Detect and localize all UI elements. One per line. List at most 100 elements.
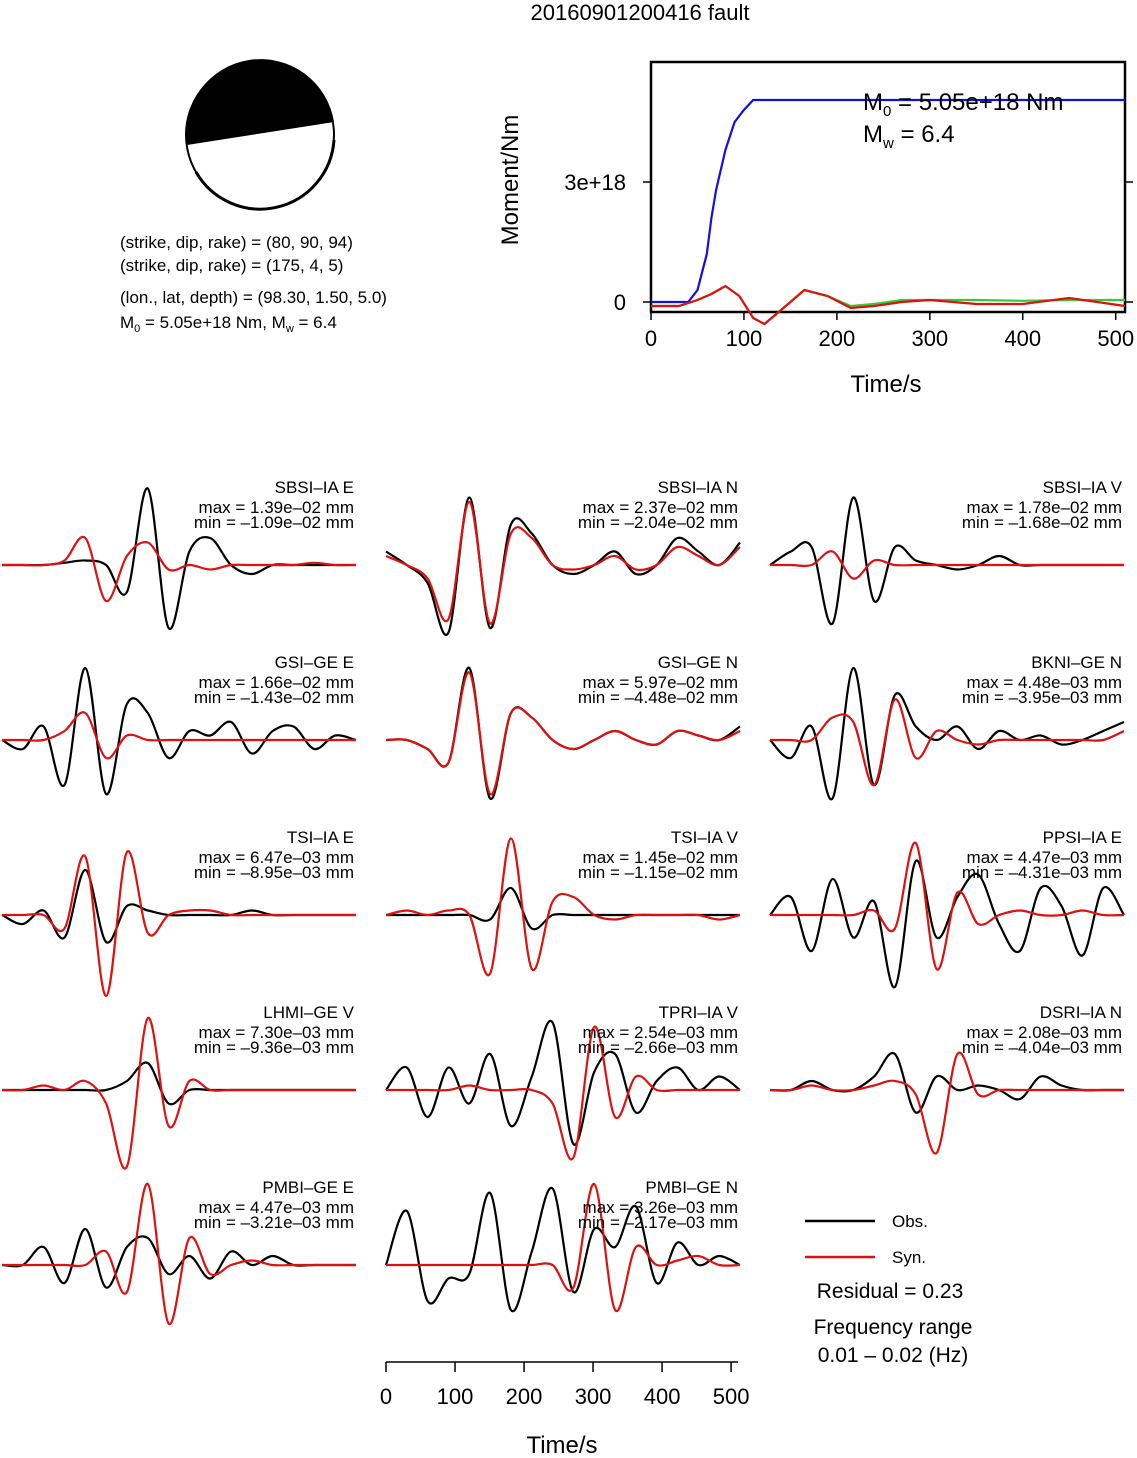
- station-max: max = 7.30e–03 mm: [199, 1023, 354, 1042]
- waveform-obs-trace: [384, 1186, 741, 1313]
- bottom-x-tick-label: 200: [506, 1384, 543, 1409]
- station-max: max = 5.97e–02 mm: [583, 673, 738, 692]
- station-name: TSI–IA E: [287, 828, 354, 847]
- legend-obs-label: Obs.: [892, 1212, 928, 1231]
- residual-text: Residual = 0.23: [817, 1280, 964, 1303]
- station-min: min = –9.36e–03 mm: [194, 1038, 354, 1057]
- station-max: max = 2.37e–02 mm: [583, 498, 738, 517]
- waveform-syn-trace: [769, 1051, 1124, 1155]
- station-max: max = 4.47e–03 mm: [967, 848, 1122, 867]
- legend: Obs. Syn. Residual = 0.23 Frequency rang…: [805, 1212, 972, 1367]
- waveform-syn-trace: [769, 698, 1125, 787]
- station-min: min = –8.95e–03 mm: [194, 863, 354, 882]
- waveform-syn-trace: [385, 1025, 740, 1161]
- waveform-obs-trace: [769, 666, 1125, 801]
- bottom-x-tick-label: 0: [380, 1384, 392, 1409]
- moment-y-axis: 0 3e+18: [564, 170, 1133, 315]
- moment-x-tick-label: 200: [819, 326, 856, 351]
- station-min: min = –3.95e–03 mm: [962, 688, 1122, 707]
- moment-x-tick-label: 300: [911, 326, 948, 351]
- bottom-x-tick-label: 500: [713, 1384, 750, 1409]
- waveform-syn-trace: [1, 1016, 356, 1170]
- waveform-syn-trace: [1, 535, 357, 603]
- station-max: max = 1.39e–02 mm: [199, 498, 354, 517]
- waveform-syn-trace: [770, 841, 1125, 971]
- waveform-syn-trace: [2, 850, 356, 998]
- moment-x-tick-label: 500: [1097, 326, 1134, 351]
- station-max: max = 1.45e–02 mm: [583, 848, 738, 867]
- waveform-obs-trace: [385, 1019, 741, 1146]
- bottom-x-tick-label: 100: [437, 1384, 474, 1409]
- waveform-obs-trace: [1, 666, 357, 796]
- moment-y-label: Moment/Nm: [497, 115, 524, 246]
- moment-annot-mw: Mw = 6.4: [863, 121, 955, 152]
- station-min: min = –1.15e–02 mm: [578, 863, 738, 882]
- station-min: min = –4.31e–03 mm: [962, 863, 1122, 882]
- moment-x-tick-label: 0: [645, 326, 657, 351]
- station-min: min = –1.68e–02 mm: [962, 513, 1122, 532]
- station-min: min = –4.04e–03 mm: [962, 1038, 1122, 1057]
- mechanism-line-2: (strike, dip, rake) = (175, 4, 5): [120, 256, 343, 275]
- station-min: min = –4.48e–02 mm: [578, 688, 738, 707]
- mechanism-line-1: (strike, dip, rake) = (80, 90, 94): [120, 233, 353, 252]
- station-max: max = 2.54e–03 mm: [583, 1023, 738, 1042]
- station-name: DSRI–IA N: [1040, 1003, 1122, 1022]
- moment-series-line-2: [651, 284, 1126, 326]
- station-name: SBSI–IA N: [658, 478, 738, 497]
- moment-series-line-0: [651, 98, 1125, 304]
- station-name: SBSI–IA E: [275, 478, 354, 497]
- station-max: max = 1.66e–02 mm: [199, 673, 354, 692]
- station-max: max = 4.47e–03 mm: [199, 1198, 354, 1217]
- station-max: max = 4.48e–03 mm: [967, 673, 1122, 692]
- station-name: PPSI–IA E: [1043, 828, 1122, 847]
- moment-y-tick-label: 0: [614, 290, 626, 315]
- station-min: min = –1.43e–02 mm: [194, 688, 354, 707]
- moment-annot-m0: M0 = 5.05e+18 Nm: [863, 89, 1063, 120]
- waveform-syn-trace: [385, 671, 741, 796]
- waveform-syn-trace: [385, 837, 741, 977]
- mechanism-line-3: (lon., lat, depth) = (98.30, 1.50, 5.0): [120, 288, 387, 307]
- frequency-range-value: 0.01 – 0.02 (Hz): [818, 1344, 969, 1367]
- waveform-obs-trace: [769, 859, 1125, 989]
- station-min: min = –2.17e–03 mm: [578, 1213, 738, 1232]
- station-name: LHMI–GE V: [263, 1003, 354, 1022]
- beachball-icon: [185, 59, 336, 211]
- waveform-obs-trace: [1, 1061, 356, 1106]
- station-max: max = 2.08e–03 mm: [967, 1023, 1122, 1042]
- bottom-x-label: Time/s: [526, 1432, 597, 1458]
- waveform-syn-trace: [1, 711, 356, 760]
- waveform-syn-trace: [386, 1182, 741, 1313]
- bottom-axis-ticks: 0 100 200 300 400 500: [380, 1362, 750, 1409]
- waveform-syn-trace: [385, 500, 741, 625]
- moment-y-tick-label: 3e+18: [564, 170, 626, 195]
- moment-x-tick-label: 400: [1004, 326, 1041, 351]
- station-min: min = –2.04e–02 mm: [578, 513, 738, 532]
- station-max: max = 6.47e–03 mm: [199, 848, 354, 867]
- waveform-syn-trace: [2, 1182, 356, 1325]
- station-name: SBSI–IA V: [1043, 478, 1123, 497]
- moment-x-tick-label: 100: [726, 326, 763, 351]
- station-min: min = –3.21e–03 mm: [194, 1213, 354, 1232]
- moment-x-label: Time/s: [850, 371, 921, 398]
- moment-chart-frame: [649, 60, 1127, 314]
- station-name: GSI–GE E: [275, 653, 354, 672]
- figure-title: 20160901200416 fault: [531, 0, 750, 25]
- station-name: TSI–IA V: [671, 828, 739, 847]
- station-name: PMBI–GE N: [645, 1178, 738, 1197]
- station-name: TPRI–IA V: [659, 1003, 739, 1022]
- station-max: max = 3.26e–03 mm: [583, 1198, 738, 1217]
- waveform-obs-trace: [1, 1227, 356, 1289]
